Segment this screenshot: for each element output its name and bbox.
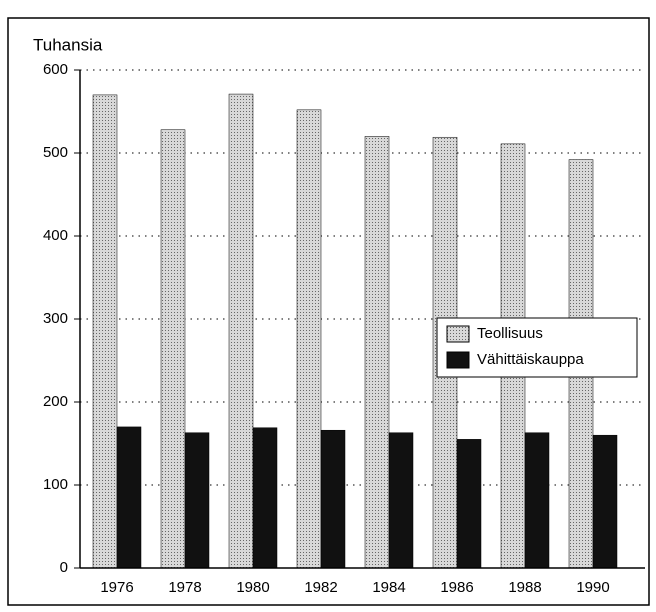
y-tick-label: 500 bbox=[43, 144, 68, 161]
bar bbox=[524, 432, 550, 569]
bar bbox=[456, 439, 482, 569]
frame bbox=[7, 17, 650, 606]
bar bbox=[228, 93, 254, 569]
bar bbox=[364, 136, 390, 569]
bar bbox=[116, 426, 142, 569]
legend-swatch bbox=[446, 325, 470, 343]
y-tick-label: 400 bbox=[43, 227, 68, 244]
legend-label: Vähittäiskauppa bbox=[477, 351, 584, 368]
x-tick-label: 1978 bbox=[168, 579, 201, 596]
y-axis-label: Tuhansia bbox=[33, 35, 103, 54]
y-tick-label: 300 bbox=[43, 310, 68, 327]
x-tick-label: 1986 bbox=[440, 579, 473, 596]
bar bbox=[296, 109, 322, 569]
legend-box bbox=[436, 317, 638, 378]
x-tick-label: 1982 bbox=[304, 579, 337, 596]
y-tick-label: 200 bbox=[43, 393, 68, 410]
x-tick-label: 1980 bbox=[236, 579, 269, 596]
bar bbox=[160, 129, 186, 569]
x-tick-label: 1976 bbox=[100, 579, 133, 596]
x-tick-label: 1990 bbox=[576, 579, 609, 596]
y-tick-label: 600 bbox=[43, 61, 68, 78]
x-tick-label: 1988 bbox=[508, 579, 541, 596]
bar bbox=[592, 434, 618, 569]
bar bbox=[252, 427, 278, 569]
bar bbox=[184, 432, 210, 569]
legend-swatch bbox=[446, 351, 470, 369]
bar bbox=[388, 432, 414, 569]
y-tick-label: 0 bbox=[60, 559, 68, 576]
legend-label: Teollisuus bbox=[477, 325, 543, 342]
bar bbox=[92, 94, 118, 569]
x-tick-label: 1984 bbox=[372, 579, 405, 596]
y-tick-label: 100 bbox=[43, 476, 68, 493]
bar bbox=[320, 429, 346, 569]
